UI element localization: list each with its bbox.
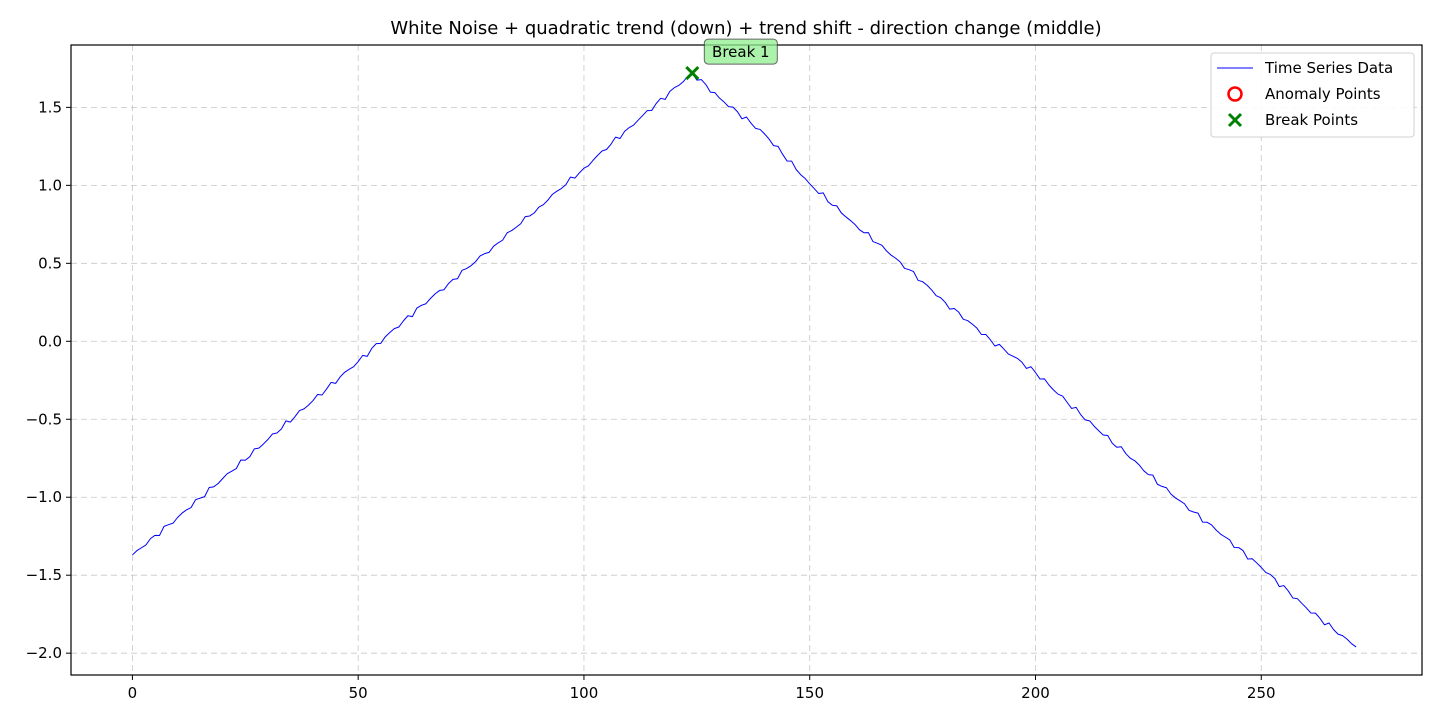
- y-tick-label: −0.5: [26, 410, 62, 428]
- plot-area: [132, 66, 1357, 648]
- x-tick-label: 100: [570, 684, 599, 702]
- y-tick-label: −2.0: [26, 644, 62, 662]
- legend-x-swatch: [1227, 112, 1243, 128]
- y-tick-label: 1.5: [38, 98, 62, 116]
- y-axis: −2.0 −1.5 −1.0 −0.5 0.0 0.5 1.0 1.5: [26, 98, 71, 662]
- x-tick-label: 250: [1247, 684, 1276, 702]
- annotations: Break 1: [703, 38, 778, 65]
- legend-label: Anomaly Points: [1265, 85, 1381, 103]
- legend-label: Time Series Data: [1264, 59, 1393, 77]
- y-tick-label: 1.0: [38, 176, 62, 194]
- break-point-marker: [685, 66, 700, 81]
- x-tick-label: 150: [795, 684, 824, 702]
- y-tick-label: 0.5: [38, 254, 62, 272]
- break-label: Break 1: [712, 43, 770, 61]
- break-label-box: [703, 38, 778, 65]
- grid: [71, 45, 1422, 675]
- x-tick-label: 0: [128, 684, 138, 702]
- legend-box: [1210, 52, 1415, 138]
- y-tick-label: 0.0: [38, 332, 62, 350]
- x-tick-label: 200: [1021, 684, 1050, 702]
- series-line: [132, 72, 1357, 648]
- y-tick-label: −1.0: [26, 488, 62, 506]
- chart-title: White Noise + quadratic trend (down) + t…: [390, 18, 1101, 39]
- legend-circle-swatch: [1227, 86, 1243, 102]
- legend: Time Series Data Anomaly Points Break Poin…: [1210, 52, 1415, 138]
- legend-label: Break Points: [1265, 111, 1358, 129]
- x-axis: 0 50 100 150 200 250: [128, 675, 1276, 702]
- y-tick-label: −1.5: [26, 566, 62, 584]
- x-tick-label: 50: [349, 684, 368, 702]
